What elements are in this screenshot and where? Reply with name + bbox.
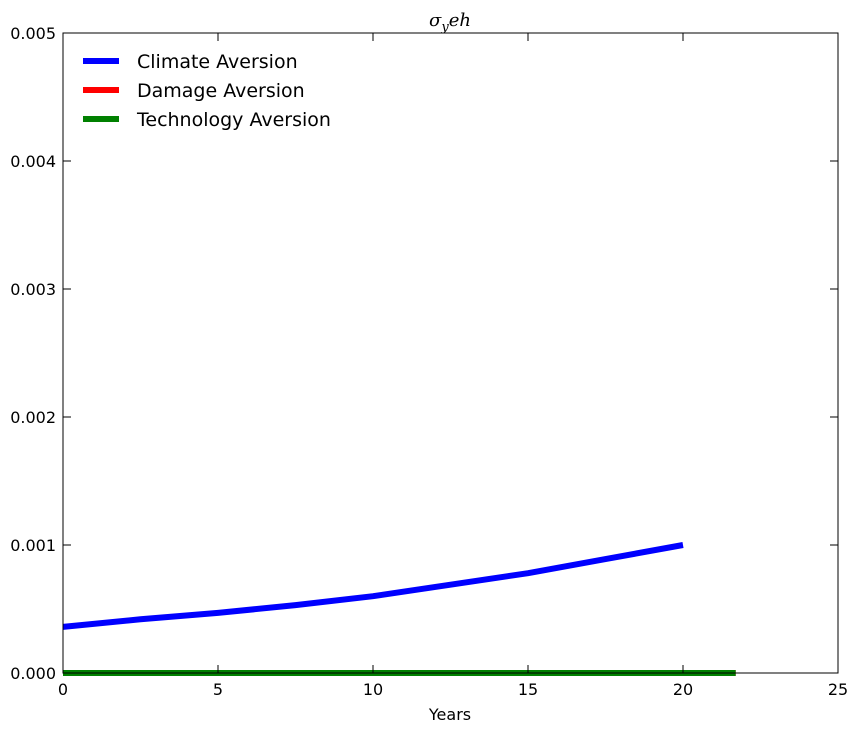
y-tick-label: 0.004 [10,152,56,171]
x-tick-label: 20 [673,680,693,699]
series-line-climate-aversion [62,542,684,630]
x-axis-label: Years [428,705,471,724]
legend-label-climate-aversion: Climate Aversion [137,51,298,73]
y-tick-label: 0.005 [10,24,56,43]
y-tick-label: 0.003 [10,280,56,299]
y-tick-label: 0.002 [10,408,56,427]
x-tick-label: 0 [58,680,68,699]
legend-label-technology-aversion: Technology Aversion [136,109,331,131]
plot-frame [62,32,839,674]
x-tick-label: 25 [828,680,848,699]
x-tick-label: 10 [363,680,383,699]
x-tick-label: 5 [213,680,223,699]
legend-label-damage-aversion: Damage Aversion [137,80,305,102]
ticks: 0 5 10 15 20 25 0.000 0.001 0.002 0.003 0.004 0.005 [10,24,848,699]
legend: Climate Aversion Damage Aversion Technolog… [83,51,331,131]
chart-title: σyeh [429,10,471,35]
x-tick-label: 15 [518,680,538,699]
y-tick-label: 0.000 [10,664,56,683]
y-tick-label: 0.001 [10,536,56,555]
